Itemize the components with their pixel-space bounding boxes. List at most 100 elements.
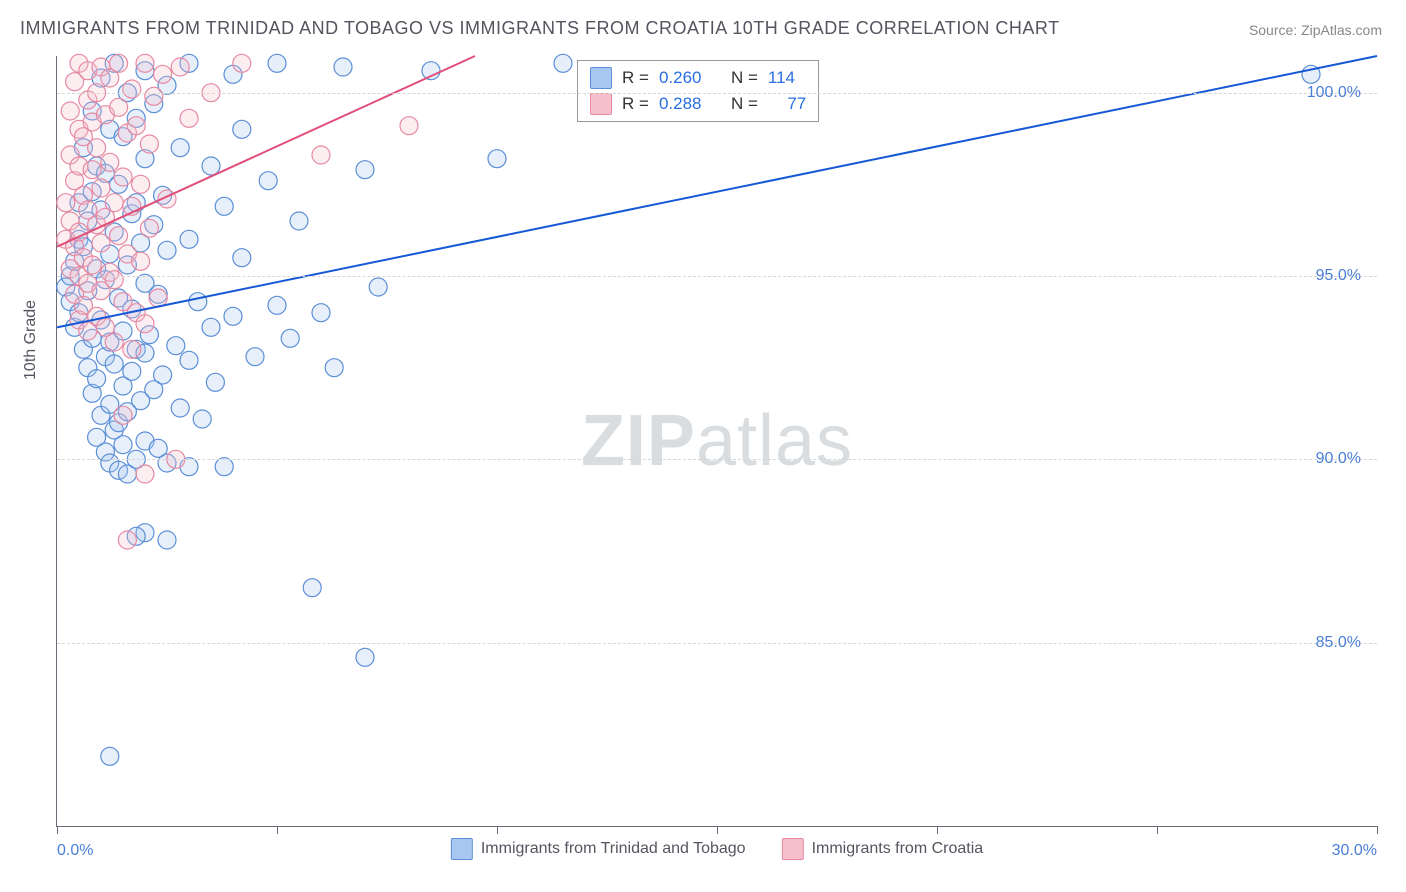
- data-point: [61, 102, 79, 120]
- x-tick: [497, 826, 498, 834]
- data-point: [158, 241, 176, 259]
- data-point: [154, 65, 172, 83]
- data-point: [554, 54, 572, 72]
- data-point: [158, 531, 176, 549]
- data-point: [110, 227, 128, 245]
- data-point: [303, 579, 321, 597]
- data-point: [132, 252, 150, 270]
- data-point: [325, 359, 343, 377]
- data-point: [334, 58, 352, 76]
- data-point: [114, 406, 132, 424]
- bottom-legend: Immigrants from Trinidad and Tobago Immi…: [451, 838, 983, 860]
- trend-line: [57, 56, 475, 247]
- data-point: [88, 370, 106, 388]
- y-tick-label: 100.0%: [1307, 84, 1361, 102]
- r-value-1: 0.260: [659, 68, 702, 88]
- data-point: [123, 340, 141, 358]
- data-point: [101, 747, 119, 765]
- data-point: [206, 373, 224, 391]
- gridline-h: [57, 93, 1377, 94]
- gridline-h: [57, 459, 1377, 460]
- swatch-series-1: [590, 67, 612, 89]
- stats-legend-box: R = 0.260 N = 114 R = 0.288 N = 77: [577, 60, 819, 122]
- data-point: [369, 278, 387, 296]
- data-point: [215, 458, 233, 476]
- data-point: [70, 223, 88, 241]
- y-axis-label: 10th Grade: [22, 300, 40, 380]
- x-tick: [57, 826, 58, 834]
- data-point: [171, 139, 189, 157]
- data-point: [110, 98, 128, 116]
- data-point: [140, 219, 158, 237]
- x-tick: [937, 826, 938, 834]
- data-point: [83, 161, 101, 179]
- data-point: [136, 54, 154, 72]
- n-label: N =: [731, 94, 758, 114]
- x-tick: [1157, 826, 1158, 834]
- source-attribution: Source: ZipAtlas.com: [1249, 22, 1382, 38]
- source-prefix: Source:: [1249, 22, 1301, 38]
- data-point: [215, 197, 233, 215]
- data-point: [118, 531, 136, 549]
- scatter-svg: [57, 56, 1377, 826]
- r-label: R =: [622, 94, 649, 114]
- data-point: [92, 179, 110, 197]
- data-point: [356, 161, 374, 179]
- data-point: [233, 120, 251, 138]
- data-point: [189, 293, 207, 311]
- data-point: [105, 355, 123, 373]
- n-value-2: 77: [787, 94, 806, 114]
- data-point: [233, 249, 251, 267]
- data-point: [180, 351, 198, 369]
- swatch-icon: [451, 838, 473, 860]
- data-point: [105, 271, 123, 289]
- data-point: [154, 366, 172, 384]
- data-point: [290, 212, 308, 230]
- data-point: [57, 194, 75, 212]
- x-tick: [277, 826, 278, 834]
- legend-label-2: Immigrants from Croatia: [812, 840, 984, 858]
- data-point: [202, 157, 220, 175]
- r-label: R =: [622, 68, 649, 88]
- data-point: [127, 117, 145, 135]
- data-point: [88, 139, 106, 157]
- data-point: [400, 117, 418, 135]
- data-point: [167, 337, 185, 355]
- data-point: [268, 54, 286, 72]
- data-point: [488, 150, 506, 168]
- gridline-h: [57, 643, 1377, 644]
- data-point: [136, 465, 154, 483]
- data-point: [171, 399, 189, 417]
- data-point: [312, 146, 330, 164]
- stats-row-series-1: R = 0.260 N = 114: [590, 65, 806, 91]
- data-point: [193, 410, 211, 428]
- data-point: [281, 329, 299, 347]
- data-point: [224, 307, 242, 325]
- legend-label-1: Immigrants from Trinidad and Tobago: [481, 840, 746, 858]
- data-point: [145, 87, 163, 105]
- data-point: [233, 54, 251, 72]
- y-tick-label: 85.0%: [1316, 634, 1361, 652]
- data-point: [202, 318, 220, 336]
- data-point: [140, 135, 158, 153]
- gridline-h: [57, 276, 1377, 277]
- x-tick-last: 30.0%: [1332, 842, 1377, 860]
- data-point: [101, 153, 119, 171]
- x-tick: [717, 826, 718, 834]
- plot-area: ZIPatlas R = 0.260 N = 114 R = 0.288 N =…: [56, 56, 1377, 827]
- swatch-icon: [782, 838, 804, 860]
- data-point: [356, 648, 374, 666]
- x-tick-first: 0.0%: [57, 842, 93, 860]
- data-point: [132, 175, 150, 193]
- n-value-1: 114: [768, 68, 795, 88]
- r-value-2: 0.288: [659, 94, 702, 114]
- legend-item-1: Immigrants from Trinidad and Tobago: [451, 838, 746, 860]
- legend-item-2: Immigrants from Croatia: [782, 838, 984, 860]
- y-tick-label: 90.0%: [1316, 450, 1361, 468]
- data-point: [180, 109, 198, 127]
- data-point: [171, 58, 189, 76]
- data-point: [105, 194, 123, 212]
- data-point: [114, 168, 132, 186]
- source-link[interactable]: ZipAtlas.com: [1301, 22, 1382, 38]
- swatch-series-2: [590, 93, 612, 115]
